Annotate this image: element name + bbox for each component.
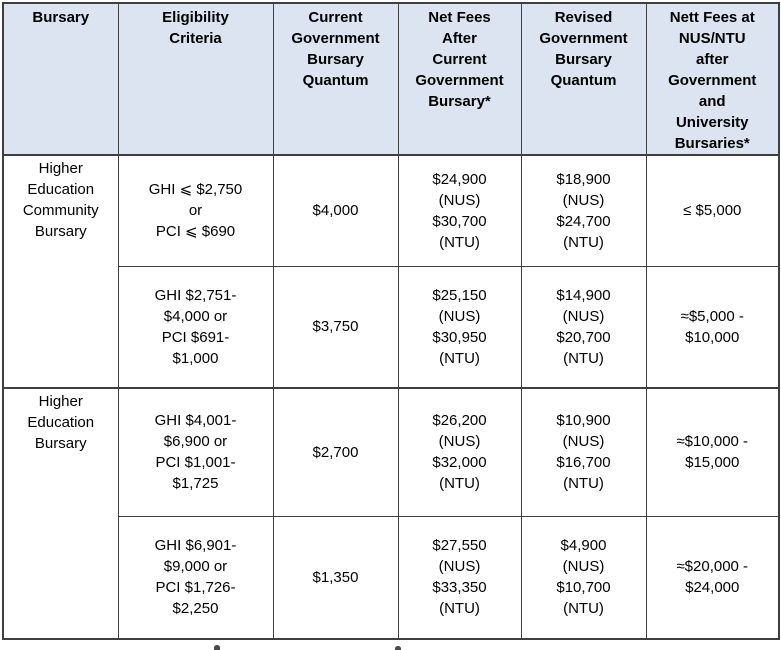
table-row: Higher Education Community Bursary GHI ⩽… [2,154,780,389]
bursary-group-name: Higher Education Community Bursary [2,154,119,389]
table-row: GHI $2,751- $4,000 or PCI $691- $1,000 $… [3,265,780,389]
header-eligibility-criteria: Eligibility Criteria [117,2,274,156]
revised-quantum-cell: $4,900 (NUS) $10,700 (NTU) [520,515,647,640]
table-row: GHI $6,901- $9,000 or PCI $1,726- $2,250… [3,515,780,640]
header-net-fees-after-current-government-bursary: Net Fees After Current Government Bursar… [397,2,522,156]
current-quantum-cell: $1,350 [272,515,399,640]
revised-quantum-cell: $10,900 (NUS) $16,700 (NTU) [520,387,647,517]
current-quantum-cell: $4,000 [272,154,399,267]
header-revised-government-bursary-quantum: Revised Government Bursary Quantum [520,2,647,156]
eligibility-cell: GHI $4,001- $6,900 or PCI $1,001- $1,725 [117,387,274,517]
revised-quantum-cell: $18,900 (NUS) $24,700 (NTU) [520,154,647,267]
current-quantum-cell: $2,700 [272,387,399,517]
header-nett-fees-nus-ntu: Nett Fees at NUS/NTU after Government an… [645,2,780,156]
net-fees-cell: $26,200 (NUS) $32,000 (NTU) [397,387,522,517]
net-fees-cell: $25,150 (NUS) $30,950 (NTU) [397,265,522,389]
cropped-footnote-mark [395,646,401,650]
table-row: Higher Education Bursary GHI $4,001- $6,… [2,387,780,640]
header-current-government-bursary-quantum: Current Government Bursary Quantum [272,2,399,156]
eligibility-cell: GHI ⩽ $2,750 or PCI ⩽ $690 [117,154,274,267]
eligibility-cell: GHI $2,751- $4,000 or PCI $691- $1,000 [117,265,274,389]
net-fees-cell: $24,900 (NUS) $30,700 (NTU) [397,154,522,267]
current-quantum-cell: $3,750 [272,265,399,389]
header-bursary: Bursary [2,2,119,156]
nett-fees-cell: ≈$20,000 - $24,000 [645,515,780,640]
net-fees-cell: $27,550 (NUS) $33,350 (NTU) [397,515,522,640]
revised-quantum-cell: $14,900 (NUS) $20,700 (NTU) [520,265,647,389]
eligibility-cell: GHI $6,901- $9,000 or PCI $1,726- $2,250 [117,515,274,640]
cropped-footnote-mark [214,645,220,650]
nett-fees-cell: ≈$5,000 - $10,000 [645,265,780,389]
table-header-row: Bursary Eligibility Criteria Current Gov… [2,2,780,156]
bursary-table: Bursary Eligibility Criteria Current Gov… [2,2,780,640]
nett-fees-cell: ≈$10,000 - $15,000 [645,387,780,517]
bursary-group-name: Higher Education Bursary [2,387,119,640]
nett-fees-cell: ≤ $5,000 [645,154,780,267]
